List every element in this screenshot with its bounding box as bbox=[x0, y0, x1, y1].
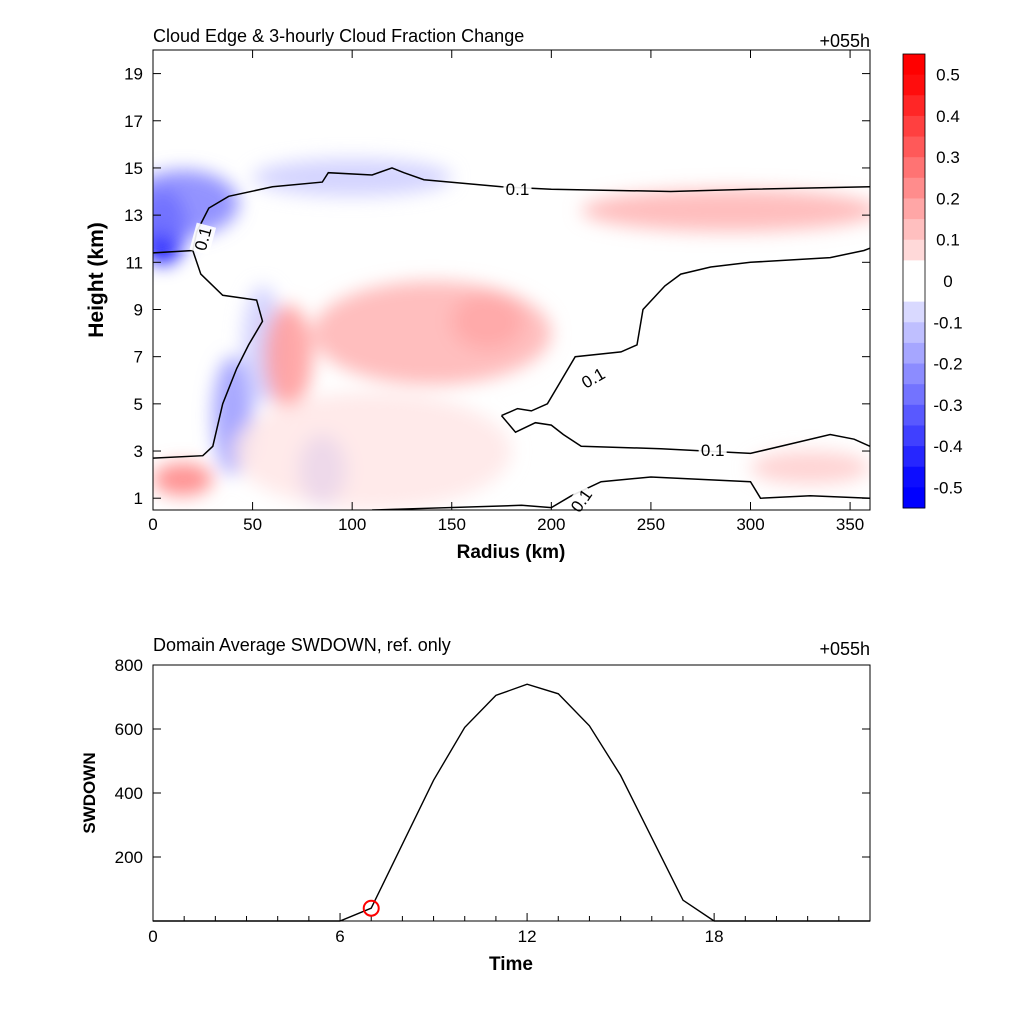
y-tick-label: 200 bbox=[115, 848, 143, 867]
x-tick-label: 250 bbox=[637, 515, 665, 534]
colorbar-swatch bbox=[903, 342, 925, 365]
top-x-axis: 0 50 100 150 200 250 300 350 bbox=[148, 50, 864, 534]
x-tick-label: 0 bbox=[148, 515, 157, 534]
x-tick-label: 0 bbox=[148, 927, 157, 946]
bottom-x-axis-label: Time bbox=[489, 954, 533, 975]
colorbar-swatch bbox=[903, 95, 925, 117]
y-tick-label: 15 bbox=[124, 159, 143, 178]
colorbar-swatch bbox=[903, 54, 925, 76]
colorbar-swatch bbox=[903, 115, 925, 138]
contour-label-text: 0.1 bbox=[506, 180, 530, 199]
x-tick-label: 150 bbox=[438, 515, 466, 534]
field-patch bbox=[232, 392, 512, 510]
colorbar-label: 0.1 bbox=[936, 231, 960, 250]
colorbar: 0.5 0.4 0.3 0.2 0.1 0 -0.1 -0.2 -0.3 -0.4 -0.5 bbox=[902, 53, 963, 509]
contour-label: 0.1 bbox=[503, 179, 532, 200]
contour-label-text: 0.1 bbox=[701, 441, 725, 460]
y-tick-label: 5 bbox=[134, 395, 143, 414]
contour-line bbox=[500, 415, 870, 455]
x-tick-label: 100 bbox=[338, 515, 366, 534]
colorbar-swatch bbox=[903, 425, 925, 447]
colorbar-swatch bbox=[903, 198, 925, 220]
y-tick-label: 19 bbox=[124, 65, 143, 84]
field-patch bbox=[252, 158, 452, 197]
cloud-edge-contours bbox=[153, 167, 870, 510]
bottom-y-axis: 200 400 600 800 bbox=[115, 656, 870, 867]
bottom-x-axis: 0 6 12 18 bbox=[148, 913, 871, 946]
field-patch bbox=[153, 462, 213, 496]
colorbar-swatch bbox=[903, 239, 925, 261]
y-tick-label: 400 bbox=[115, 784, 143, 803]
colorbar-swatch bbox=[903, 74, 925, 96]
y-tick-label: 3 bbox=[134, 442, 143, 461]
field-patch bbox=[581, 189, 870, 232]
colorbar-label: 0.4 bbox=[936, 107, 960, 126]
y-tick-label: 9 bbox=[134, 300, 143, 319]
field-patch bbox=[312, 281, 552, 385]
contour-line bbox=[501, 247, 870, 417]
bottom-y-axis-label: SWDOWN bbox=[80, 752, 99, 833]
cloud-fraction-field bbox=[153, 158, 870, 510]
top-plot-frame bbox=[152, 49, 871, 511]
colorbar-label: 0.3 bbox=[936, 148, 960, 167]
colorbar-label: -0.5 bbox=[933, 478, 962, 497]
x-tick-label: 18 bbox=[705, 927, 724, 946]
colorbar-swatch bbox=[903, 466, 925, 488]
colorbar-label: 0 bbox=[943, 272, 952, 291]
colorbar-swatch bbox=[903, 157, 925, 179]
colorbar-label: -0.1 bbox=[933, 313, 962, 332]
swdown-series-line bbox=[153, 683, 870, 922]
contour-line bbox=[153, 167, 870, 254]
colorbar-swatch bbox=[903, 363, 925, 385]
colorbar-label: -0.4 bbox=[933, 437, 962, 456]
colorbar-swatch bbox=[903, 301, 925, 323]
top-chart-title: Cloud Edge & 3-hourly Cloud Fraction Cha… bbox=[153, 26, 524, 46]
colorbar-swatch bbox=[903, 384, 925, 406]
x-tick-label: 50 bbox=[243, 515, 262, 534]
bottom-chart-corner-label: +055h bbox=[819, 639, 870, 659]
bottom-plot-frame bbox=[152, 664, 871, 922]
colorbar-label: 0.2 bbox=[936, 189, 960, 208]
current-time-marker bbox=[362, 899, 380, 917]
top-chart: Cloud Edge & 3-hourly Cloud Fraction Cha… bbox=[85, 26, 963, 563]
top-x-axis-label: Radius (km) bbox=[457, 542, 566, 563]
top-chart-corner-label: +055h bbox=[819, 31, 870, 51]
contour-label: 0.1 bbox=[698, 439, 727, 460]
y-tick-label: 7 bbox=[134, 348, 143, 367]
top-y-axis-label: Height (km) bbox=[85, 222, 108, 338]
y-tick-label: 1 bbox=[134, 489, 143, 508]
y-tick-label: 800 bbox=[115, 656, 143, 675]
colorbar-swatch bbox=[903, 404, 925, 426]
colorbar-swatch bbox=[903, 487, 925, 509]
colorbar-label: 0.5 bbox=[936, 66, 960, 85]
bottom-chart: Domain Average SWDOWN, ref. only +055h 0… bbox=[80, 635, 871, 975]
y-tick-label: 13 bbox=[124, 206, 143, 225]
contour-line bbox=[153, 250, 264, 459]
colorbar-swatch bbox=[903, 177, 925, 199]
field-patch bbox=[750, 451, 870, 485]
field-patch bbox=[264, 304, 313, 409]
y-tick-label: 11 bbox=[125, 253, 143, 272]
x-tick-label: 350 bbox=[836, 515, 864, 534]
colorbar-swatch bbox=[903, 446, 925, 468]
colorbar-swatch bbox=[903, 281, 925, 303]
colorbar-label: -0.3 bbox=[933, 396, 962, 415]
colorbar-swatch bbox=[903, 260, 925, 282]
y-tick-label: 17 bbox=[124, 112, 143, 131]
x-tick-label: 6 bbox=[335, 927, 344, 946]
x-tick-label: 12 bbox=[518, 927, 537, 946]
x-tick-label: 300 bbox=[736, 515, 764, 534]
colorbar-swatch bbox=[903, 219, 925, 241]
bottom-chart-title: Domain Average SWDOWN, ref. only bbox=[153, 635, 451, 655]
contour-line bbox=[372, 476, 870, 510]
x-tick-label: 200 bbox=[537, 515, 565, 534]
colorbar-label: -0.2 bbox=[933, 355, 962, 374]
colorbar-swatch bbox=[903, 322, 925, 344]
field-patch bbox=[153, 170, 239, 237]
y-tick-label: 600 bbox=[115, 720, 143, 739]
colorbar-swatch bbox=[903, 136, 925, 158]
